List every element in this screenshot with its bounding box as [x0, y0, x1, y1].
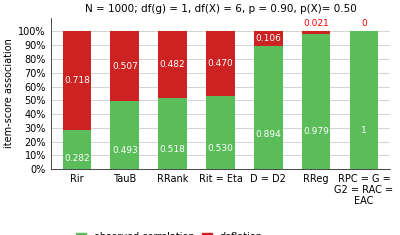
Bar	[158, 31, 187, 98]
Text: 0.894: 0.894	[256, 130, 281, 139]
Text: 0.530: 0.530	[208, 144, 234, 153]
Bar	[302, 34, 330, 169]
Text: 0: 0	[361, 19, 367, 28]
Text: 0.518: 0.518	[160, 145, 186, 154]
Text: 0.282: 0.282	[64, 154, 90, 163]
Legend: observed correlation, deflation: observed correlation, deflation	[76, 232, 263, 235]
Text: 0.021: 0.021	[303, 19, 329, 28]
Bar	[110, 101, 139, 169]
Text: 0.507: 0.507	[112, 62, 138, 71]
Bar	[302, 31, 330, 34]
Text: 0.493: 0.493	[112, 146, 138, 155]
Title: N = 1000; df(g) = 1, df(X) = 6, p = 0.90, p(X)= 0.50: N = 1000; df(g) = 1, df(X) = 6, p = 0.90…	[85, 4, 356, 14]
Text: 0.979: 0.979	[303, 127, 329, 136]
Text: 0.718: 0.718	[64, 76, 90, 86]
Bar	[110, 31, 139, 101]
Bar	[254, 31, 283, 46]
Y-axis label: item-score association: item-score association	[4, 39, 14, 148]
Bar	[350, 31, 378, 169]
Text: 0.482: 0.482	[160, 60, 186, 69]
Bar	[206, 96, 235, 169]
Bar	[254, 46, 283, 169]
Bar	[63, 130, 91, 169]
Bar	[206, 31, 235, 96]
Bar	[158, 98, 187, 169]
Text: 0.470: 0.470	[208, 59, 233, 68]
Bar	[63, 31, 91, 130]
Text: 0.106: 0.106	[255, 34, 281, 43]
Text: 1: 1	[361, 126, 367, 135]
